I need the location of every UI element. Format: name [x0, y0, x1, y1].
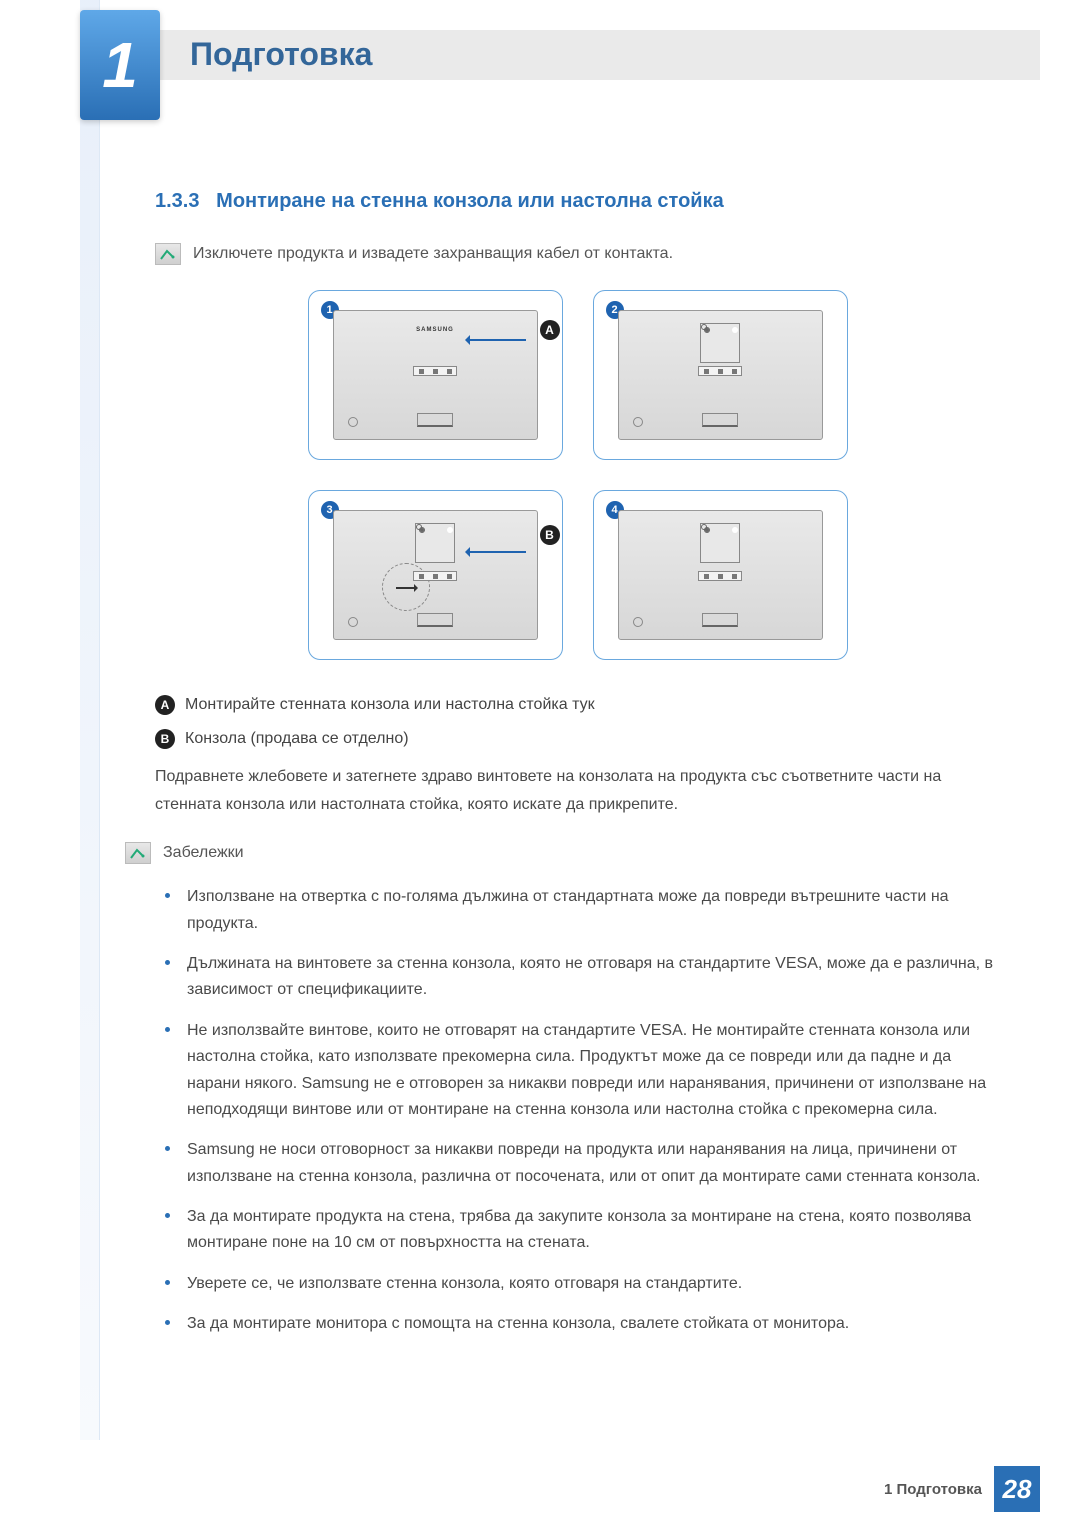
notes-header-row: Забележки [125, 842, 1000, 864]
notes-heading: Забележки [163, 842, 244, 864]
note-item: Не използвайте винтове, които не отговар… [183, 1018, 1000, 1124]
power-btn [633, 417, 643, 427]
footer-text: 1 Подготовка [884, 1481, 982, 1498]
diagram-panel-1: 1 SAMSUNG [308, 290, 563, 460]
monitor-back-2: SAMSUNG [618, 310, 823, 440]
power-btn [348, 417, 358, 427]
label-a-row: A Монтирайте стенната конзола или настол… [155, 695, 1000, 715]
vesa-plate [700, 323, 740, 363]
ports [413, 366, 457, 376]
section-heading: Монтиране на стенна конзола или настолна… [216, 190, 724, 212]
diagram-panel-2: 2 SAMSUNG [593, 290, 848, 460]
chapter-number-box: 1 [80, 10, 160, 120]
content-area: 1.3.3 Монтиране на стенна конзола или на… [155, 190, 1000, 1352]
label-a-letter: A [155, 695, 175, 715]
stand-slot [417, 613, 453, 627]
section-number: 1.3.3 [155, 190, 199, 212]
monitor-back-3 [333, 510, 538, 640]
note-item: Уверете се, че използвате стенна конзола… [183, 1271, 1000, 1297]
note-item: За да монтирате продукта на стена, трябв… [183, 1204, 1000, 1257]
label-b-letter: B [155, 729, 175, 749]
vesa-plate [700, 523, 740, 563]
stand-slot [702, 613, 738, 627]
diagram-panel-4: 4 [593, 490, 848, 660]
diagram-row-2: 3 B 4 [308, 490, 848, 660]
letter-badge-b: B [540, 525, 560, 545]
vesa-plate [415, 523, 455, 563]
diagram-panel-3: 3 [308, 490, 563, 660]
note-icon [155, 243, 181, 265]
stand-slot [417, 413, 453, 427]
notes-list: Използване на отвертка с по-голяма дължи… [155, 884, 1000, 1337]
label-a-text: Монтирайте стенната конзола или настолна… [185, 696, 595, 714]
intro-note-text: Изключете продукта и извадете захранващи… [193, 243, 673, 265]
power-btn [633, 617, 643, 627]
label-b-text: Конзола (продава се отделно) [185, 730, 409, 748]
arrow-a [466, 339, 526, 341]
diagram-area: 1 SAMSUNG A 2 SAMSUNG [155, 290, 1000, 660]
note-item: Samsung не носи отговорност за никакви п… [183, 1137, 1000, 1190]
footer: 1 Подготовка 28 [884, 1466, 1040, 1512]
stand-slot [702, 413, 738, 427]
note-item: Използване на отвертка с по-голяма дължи… [183, 884, 1000, 937]
arrow-b [466, 551, 526, 553]
main-paragraph: Подравнете жлебовете и затегнете здраво … [155, 763, 1000, 817]
letter-badge-a: A [540, 320, 560, 340]
ports [413, 571, 457, 581]
power-btn [348, 617, 358, 627]
label-b-row: B Конзола (продава се отделно) [155, 729, 1000, 749]
note-item: Дължината на винтовете за стенна конзола… [183, 951, 1000, 1004]
diagram-row-1: 1 SAMSUNG A 2 SAMSUNG [308, 290, 848, 460]
monitor-back-1: SAMSUNG [333, 310, 538, 440]
page-number: 28 [994, 1466, 1040, 1512]
ports [698, 571, 742, 581]
left-sidebar [80, 0, 100, 1440]
screw-arrow [396, 587, 416, 589]
brand-label: SAMSUNG [416, 327, 454, 333]
chapter-title: Подготовка [190, 36, 372, 73]
section-title: 1.3.3 Монтиране на стенна конзола или на… [155, 190, 1000, 213]
monitor-back-4 [618, 510, 823, 640]
note-icon [125, 842, 151, 864]
intro-note: Изключете продукта и извадете захранващи… [155, 243, 1000, 265]
ports [698, 366, 742, 376]
note-item: За да монтирате монитора с помощта на ст… [183, 1311, 1000, 1337]
